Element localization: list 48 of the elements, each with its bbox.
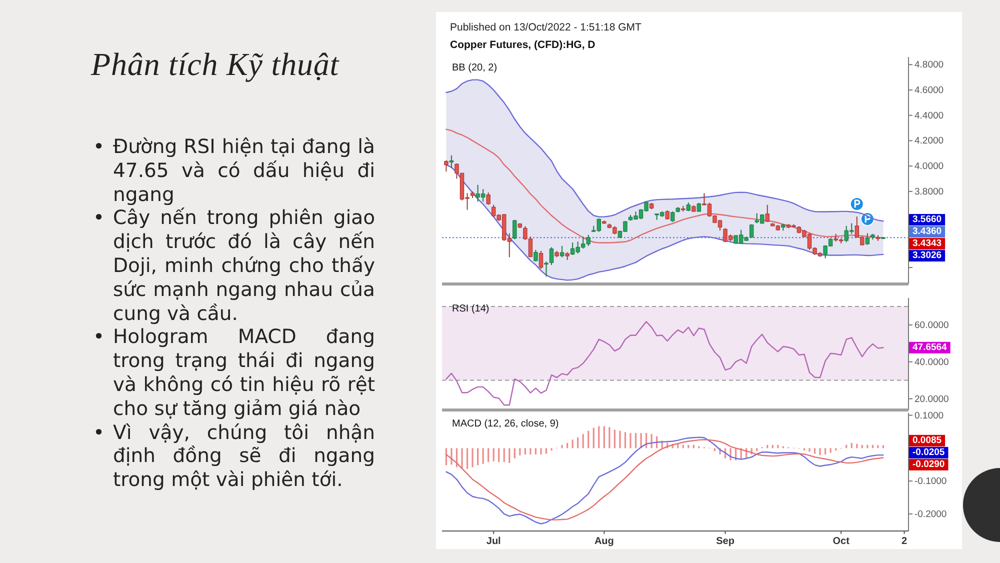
y-tick-label: 4.0000 [914,161,944,172]
text: • Vì vậy, chúng tôi nhận định đồng sẽ đi ngang trong một vài phiên tới. [93,420,375,492]
x-tick-label: Jul [486,536,502,548]
text: RSI (14) [452,304,490,314]
candlestick [534,249,538,262]
ref-line-label: 3.4360 [912,226,942,238]
text: • Cây nến trong phiên giao dịch trước đó là cây nến Doji, minh chứng cho thấy sức mạnh ngang nhau của cung và cầu. [93,206,375,325]
y-tick-label: -0.1000 [914,476,947,488]
y-tick-label: 4.4000 [914,110,944,122]
candlestick [512,219,517,240]
candlestick [765,204,770,222]
chart-title: Copper Futures, (CFD):HG, D [450,39,596,51]
y-tick-label: 4.2000 [914,136,944,147]
x-tick-label: Oct [832,536,850,548]
y-tick-label: -0.2000 [914,508,947,520]
y-tick-label: 3.8000 [914,186,944,198]
text: Published on 13/Oct/2022 - 1:51:18 GMT [450,22,642,34]
text: 0.0085 [912,435,942,446]
candlestick [670,210,675,222]
text: 3.4343 [912,238,942,250]
text: 3.5660 [912,214,942,226]
y-tick-label: 0.1000 [914,410,944,422]
x-tick-label: Aug [594,536,614,548]
candlestick [486,192,490,206]
y-tick-label: 4.8000 [914,60,944,71]
line-series [446,321,884,406]
candlestick [449,154,454,169]
text: MACD (12, 26, close, 9) [452,418,559,430]
candlestick [538,250,544,270]
x-tick-label: 2 [902,536,908,548]
text: 3.3026 [912,250,942,262]
text: 47.6564 [912,342,948,354]
y-tick-label: 20.0000 [914,394,949,405]
y-tick-label: 60.0000 [914,320,949,331]
candlestick [549,246,554,266]
text: • Hologram MACD đang trong trạng thái đi ngang và không có tin hiệu rõ rệt cho sự tăng giảm giá nào [93,325,375,420]
candlestick [560,245,564,258]
text: -0.0205 [912,447,946,458]
text: • Đường RSI hiện tại đang là 47.65 và có dấu hiệu đi ngang [93,135,375,206]
candlestick [444,160,448,172]
y-tick-label: 40.0000 [914,356,949,368]
text: Phân tích Kỹ thuật [91,45,340,84]
text: BB (20, 2) [452,62,498,74]
y-tick-label: 4.6000 [914,85,944,96]
candlestick [544,261,548,278]
text: -0.0290 [912,459,945,470]
line-series [446,128,884,244]
x-tick-label: Sep [716,536,734,548]
